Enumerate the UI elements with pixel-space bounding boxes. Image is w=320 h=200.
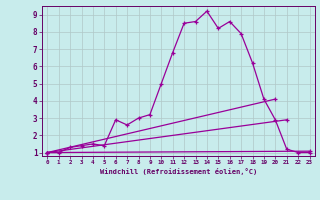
X-axis label: Windchill (Refroidissement éolien,°C): Windchill (Refroidissement éolien,°C) bbox=[100, 168, 257, 175]
